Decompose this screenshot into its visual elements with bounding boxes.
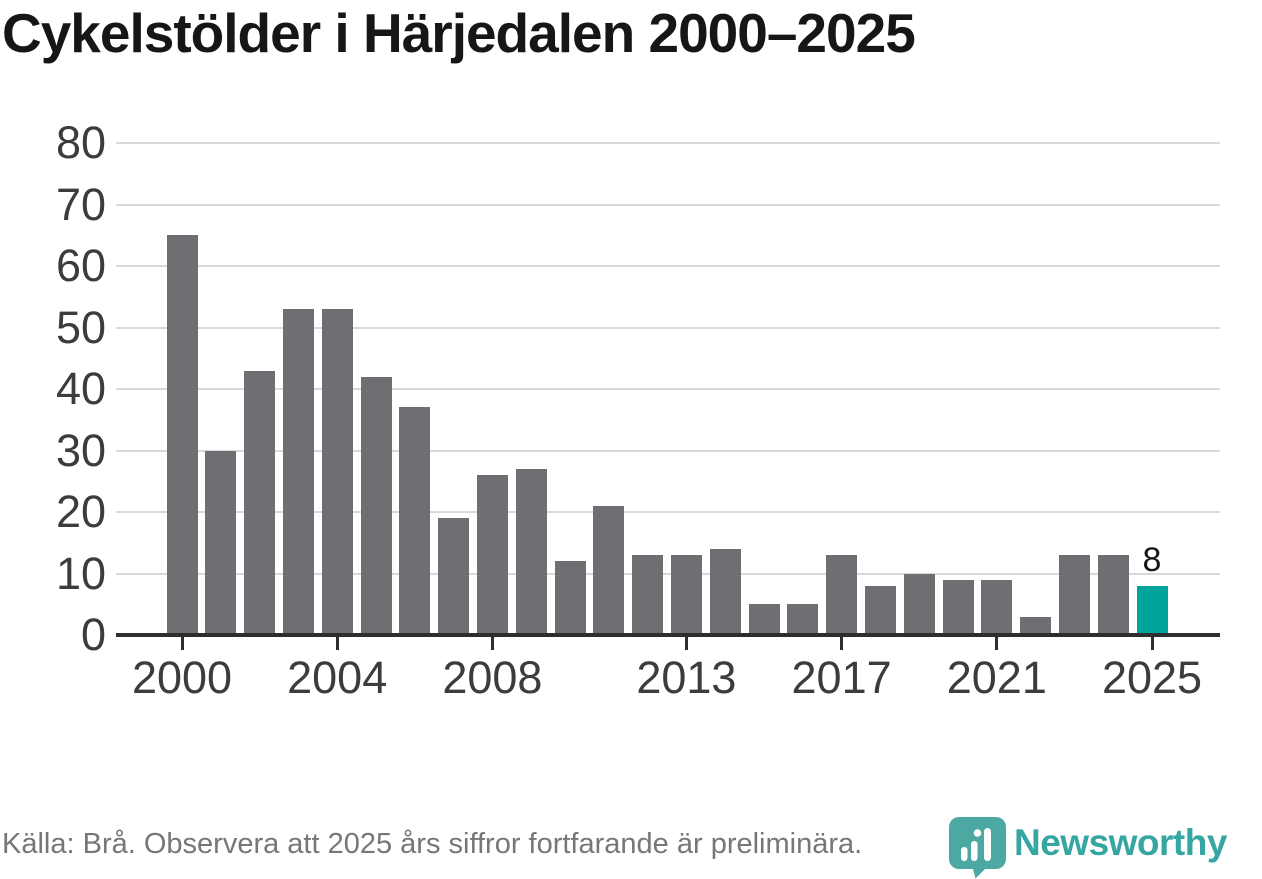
- x-axis-label: 2021: [946, 652, 1047, 703]
- bar-2018: [864, 585, 896, 635]
- bar-2011: [593, 505, 625, 635]
- bar-2001: [205, 450, 237, 635]
- bar-2022: [1020, 616, 1052, 635]
- x-axis-tick-2008: [490, 637, 494, 650]
- y-axis-label: 10: [55, 547, 106, 599]
- gridline-70: [116, 203, 1220, 206]
- gridline-10: [116, 572, 1220, 575]
- logo-bar-medium: [971, 841, 978, 861]
- y-axis-label: 80: [55, 117, 106, 168]
- x-axis-label: 2004: [287, 652, 388, 703]
- bar-2023: [1058, 555, 1090, 635]
- bar-2015: [748, 604, 780, 635]
- bar-2000: [166, 235, 198, 635]
- bar-2020: [942, 579, 974, 635]
- gridline-60: [116, 265, 1220, 267]
- bar-2012: [632, 555, 664, 635]
- bar-2003: [282, 309, 314, 635]
- gridline-80: [116, 142, 1220, 144]
- bar-2017: [826, 555, 858, 635]
- y-axis-label: 20: [55, 486, 106, 537]
- newsworthy-pin-barchart-icon: [949, 817, 1006, 879]
- x-axis-tick-2021: [995, 637, 999, 650]
- logo-dot: [973, 829, 982, 837]
- y-axis-label: 30: [55, 424, 106, 476]
- bar-2009: [515, 468, 547, 635]
- bar-2019: [903, 573, 935, 635]
- y-axis-label: 70: [55, 178, 106, 230]
- x-axis-line: [116, 633, 1220, 637]
- y-axis-label: 50: [55, 301, 106, 353]
- bar-2013: [670, 555, 702, 635]
- x-axis-tick-2004: [335, 637, 339, 650]
- bar-2002: [244, 370, 276, 635]
- logo-bar-small: [961, 847, 968, 861]
- bar-2007: [438, 518, 470, 635]
- gridline-30: [116, 449, 1220, 452]
- x-axis-label: 2013: [636, 652, 737, 703]
- y-axis-label: 60: [55, 240, 106, 291]
- x-axis-label: 2008: [442, 652, 543, 703]
- bar-2024: [1097, 555, 1129, 635]
- gridline-40: [116, 388, 1220, 390]
- x-axis-tick-2025: [1150, 637, 1154, 650]
- x-axis-label: 2017: [791, 652, 892, 703]
- bar-2008: [476, 475, 508, 635]
- bar-2021: [981, 579, 1013, 635]
- bar-2004: [321, 309, 353, 635]
- bar-2005: [360, 376, 392, 635]
- x-axis-tick-2000: [180, 637, 184, 650]
- gridline-20: [116, 511, 1220, 513]
- bar-2025: [1136, 585, 1168, 635]
- chart-title: Cykelstölder i Härjedalen 2000–2025: [2, 2, 916, 64]
- x-axis-tick-2013: [684, 637, 688, 650]
- y-axis-label: 0: [80, 609, 106, 660]
- source-note: Källa: Brå. Observera att 2025 års siffr…: [2, 828, 863, 860]
- logo-bar-tall: [984, 828, 991, 861]
- x-axis-tick-2017: [840, 637, 844, 650]
- gridline-50: [116, 326, 1220, 329]
- x-axis-label: 2000: [131, 652, 233, 703]
- bar-2016: [787, 604, 819, 635]
- bar-2006: [399, 407, 431, 635]
- y-axis-label: 40: [55, 363, 106, 414]
- bar-2014: [709, 548, 741, 635]
- bar-2010: [554, 561, 586, 635]
- x-axis-label: 2025: [1101, 652, 1203, 703]
- newsworthy-wordmark: Newsworthy: [1014, 822, 1227, 863]
- bar-value-label: 8: [1142, 540, 1162, 579]
